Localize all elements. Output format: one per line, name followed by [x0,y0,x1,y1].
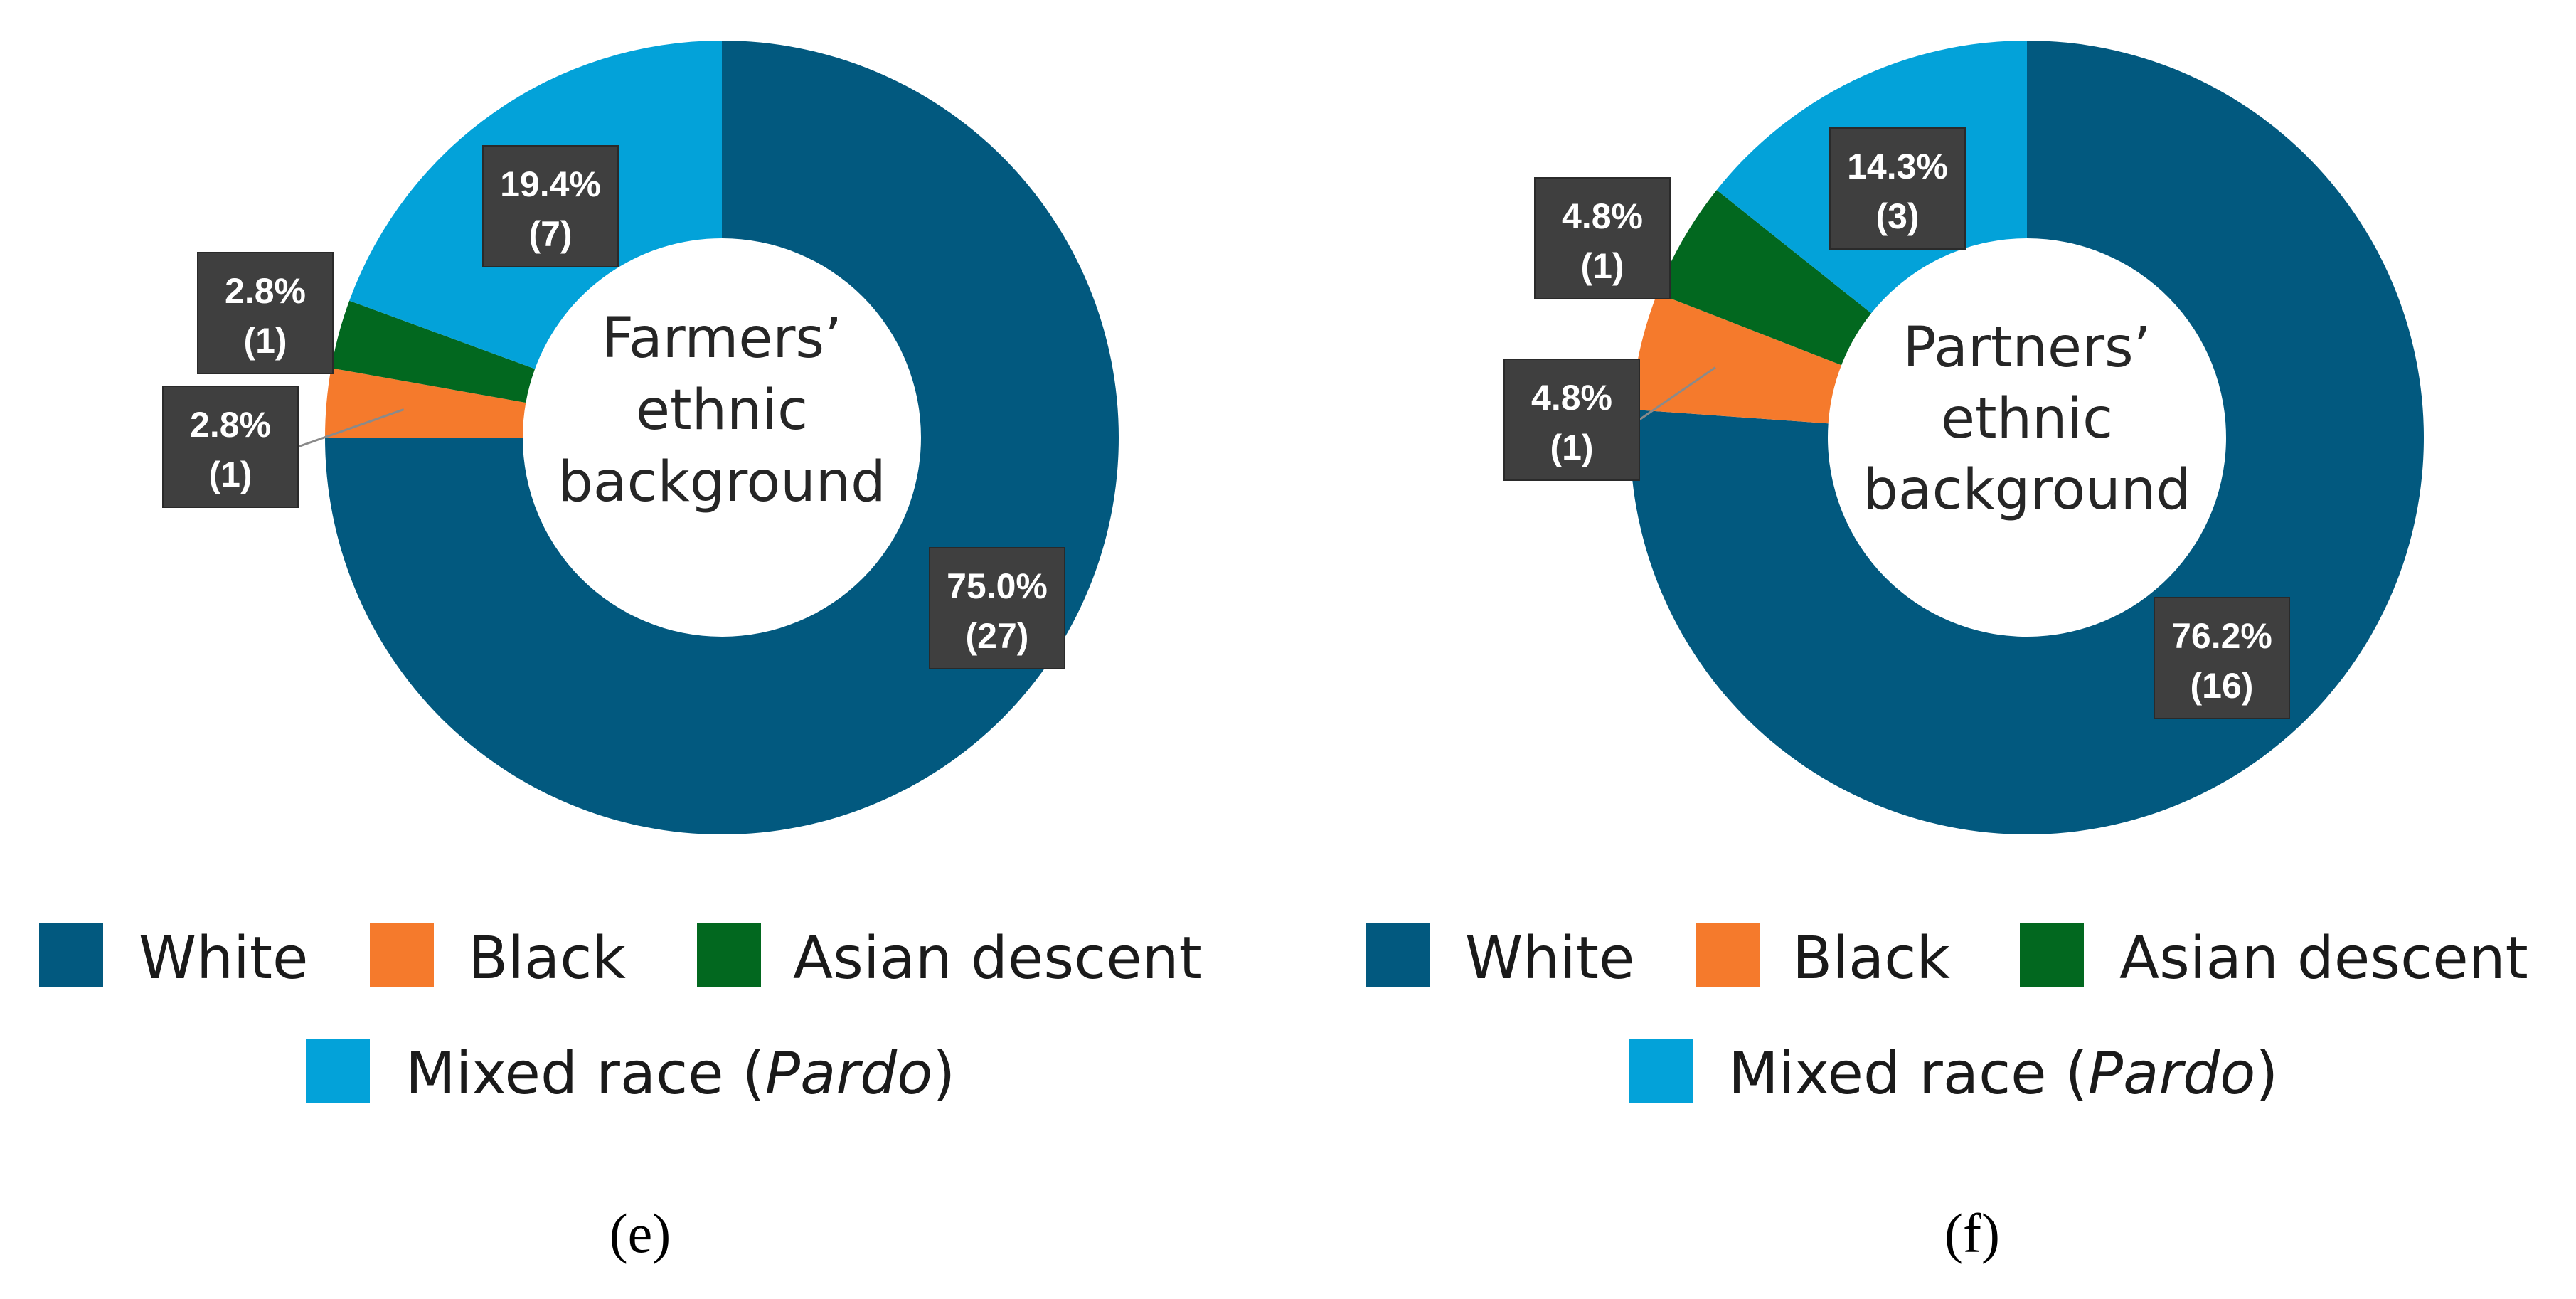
data-label: 14.3% (3) [1829,127,1966,250]
slice-black [1631,293,1842,424]
data-label-percent: 14.3% [1847,147,1948,186]
data-label-box [2154,597,2290,719]
legend: White Black Asian descent Mixed race (Pardo… [1366,923,2528,1108]
legend-swatch-mixed-race [1629,1039,1693,1103]
data-label: 19.4% (7) [482,145,619,267]
panel-caption: (e) [610,1202,671,1264]
data-label: 4.8% (1) [1534,177,1671,299]
data-label-count: (3) [1875,196,1919,236]
center-label-line: background [1863,458,2191,522]
data-label: 2.8% (1) [162,386,299,508]
data-label-box [482,145,619,267]
leader-line [297,408,405,448]
legend-swatch-white [39,923,103,987]
legend-label-black: Black [1792,925,1950,992]
data-label-percent: 76.2% [2171,616,2272,656]
data-label-box [1534,177,1671,299]
legend-label-asian-descent: Asian descent [793,925,1202,992]
data-label-count: (27) [966,616,1029,656]
center-label-line: ethnic [636,378,808,442]
legend-label-asian-descent: Asian descent [2119,925,2528,992]
slice-asian-descent [331,300,536,403]
leader-line [1639,366,1716,421]
legend-swatch-asian-descent [697,923,761,987]
center-label-line: ethnic [1941,387,2113,451]
legend-label-white: White [1465,925,1634,992]
legend-swatch-mixed-race [306,1039,370,1103]
center-label-line: Farmers’ [602,307,842,371]
legend: White Black Asian descent Mixed race (Pardo… [39,923,1202,1108]
legend-label-mixed-race: Mixed race (Pardo) [405,1040,955,1108]
legend-swatch-white [1366,923,1430,987]
data-label: 76.2% (16) [2154,597,2290,719]
data-label-box [162,386,299,508]
legend-label-white: White [139,925,308,992]
data-label-count: (16) [2191,666,2254,706]
data-label-percent: 19.4% [500,164,601,204]
data-label-percent: 4.8% [1531,378,1612,418]
legend-swatch-black [370,923,434,987]
data-label-percent: 75.0% [947,566,1048,606]
data-label-percent: 2.8% [225,271,306,311]
data-label-box [1829,127,1966,250]
legend-swatch-black [1696,923,1760,987]
data-label: 75.0% (27) [929,547,1065,669]
data-label-count: (1) [208,455,252,494]
legend-label-mixed-race: Mixed race (Pardo) [1728,1040,2278,1108]
data-label-count: (1) [243,321,287,361]
data-label-count: (1) [1550,428,1593,467]
data-label-percent: 4.8% [1562,196,1643,236]
slice-asian-descent [1657,190,1872,366]
data-label-box [929,547,1065,669]
center-label-line: background [558,450,885,514]
legend-label-black: Black [468,925,626,992]
donut-chart-f: Partners’ ethnic background 76.2% (16) 4.8% (1… [1366,41,2528,1264]
data-label-percent: 2.8% [190,405,271,445]
slice-white [325,41,1119,834]
data-label-count: (1) [1580,246,1624,286]
data-label-count: (7) [528,214,572,254]
data-label-box [1503,359,1640,481]
center-label-line: Partners’ [1903,316,2151,380]
donut-chart-e: Farmers’ ethnic background 75.0% (27) 2.8% (1)… [39,41,1202,1264]
legend-swatch-asian-descent [2020,923,2084,987]
data-label-box [197,252,334,374]
data-label: 4.8% (1) [1503,359,1640,481]
panel-caption: (f) [1944,1202,2000,1264]
data-label: 2.8% (1) [197,252,334,374]
